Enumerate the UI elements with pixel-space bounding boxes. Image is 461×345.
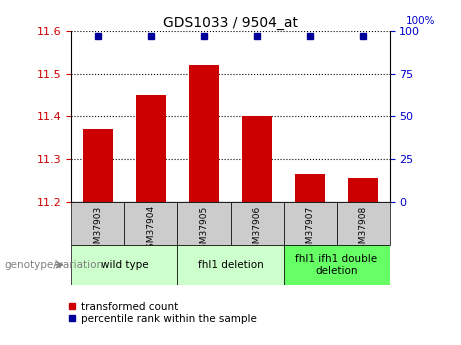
Bar: [349, 178, 378, 202]
Bar: [177, 202, 230, 245]
Text: GSM37905: GSM37905: [200, 205, 208, 255]
Legend: transformed count, percentile rank within the sample: transformed count, percentile rank withi…: [67, 302, 257, 324]
Bar: [177, 245, 284, 285]
Text: GSM37904: GSM37904: [147, 205, 155, 254]
Text: GSM37906: GSM37906: [253, 205, 261, 255]
Bar: [284, 245, 390, 285]
Text: wild type: wild type: [100, 260, 148, 270]
Text: fhl1 deletion: fhl1 deletion: [198, 260, 263, 270]
Bar: [71, 245, 177, 285]
Bar: [71, 202, 124, 245]
Bar: [296, 174, 325, 202]
Text: fhl1 ifh1 double
deletion: fhl1 ifh1 double deletion: [296, 254, 378, 276]
Bar: [242, 116, 272, 202]
Bar: [189, 65, 219, 202]
Text: genotype/variation: genotype/variation: [5, 260, 104, 270]
Bar: [230, 202, 284, 245]
Bar: [136, 95, 165, 202]
Bar: [83, 129, 112, 202]
Text: 100%: 100%: [406, 16, 435, 26]
Bar: [337, 202, 390, 245]
Text: GSM37907: GSM37907: [306, 205, 314, 255]
Title: GDS1033 / 9504_at: GDS1033 / 9504_at: [163, 16, 298, 30]
Text: GSM37908: GSM37908: [359, 205, 367, 255]
Text: GSM37903: GSM37903: [94, 205, 102, 255]
Bar: [284, 202, 337, 245]
Bar: [124, 202, 177, 245]
